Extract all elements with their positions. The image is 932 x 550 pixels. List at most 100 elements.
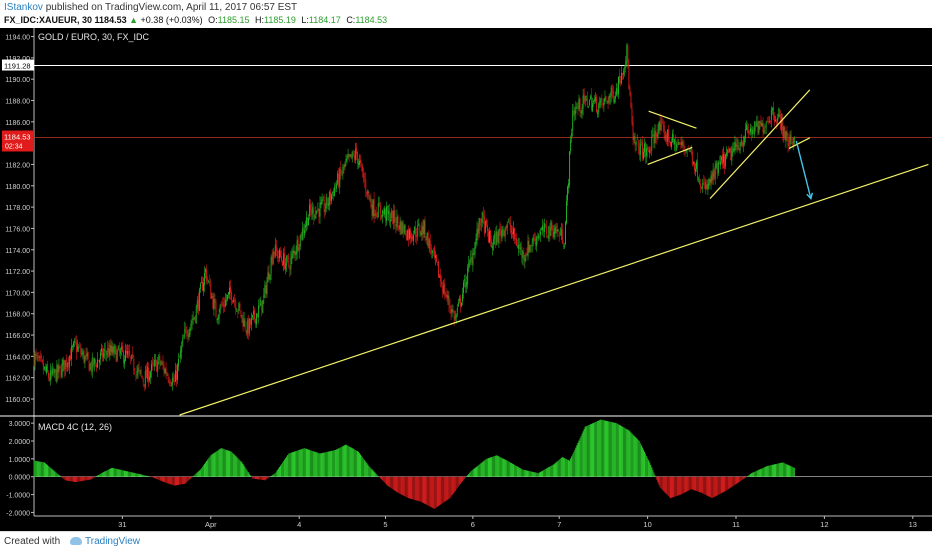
tradingview-link[interactable]: TradingView: [70, 536, 140, 547]
candle: [75, 336, 77, 345]
candle: [387, 205, 389, 220]
candle-body: [553, 231, 555, 238]
macd-bar: [655, 476, 657, 478]
candle-body: [286, 255, 288, 266]
macd-bar: [336, 449, 338, 477]
macd-bar: [425, 476, 427, 505]
candle: [752, 126, 754, 138]
candle-body: [324, 209, 326, 212]
candle: [779, 108, 781, 118]
macd-bar: [335, 449, 337, 477]
candle: [560, 223, 562, 241]
macd-bar: [129, 471, 131, 477]
candle-body: [634, 135, 636, 146]
candle-body: [676, 144, 678, 151]
candle: [335, 182, 337, 193]
chart-area[interactable]: 1194.001192.001190.001188.001186.001184.…: [0, 28, 932, 531]
candle: [590, 88, 592, 112]
macd-bar: [600, 419, 602, 477]
candle-body: [744, 128, 746, 139]
candle: [359, 154, 360, 168]
candle: [215, 298, 217, 318]
macd-bar: [62, 476, 64, 479]
candle-body: [380, 214, 382, 219]
macd-bar: [660, 476, 662, 489]
candle-body: [143, 384, 145, 386]
candle-body: [710, 175, 712, 184]
macd-bar: [750, 473, 752, 477]
candle: [410, 227, 411, 245]
candle-body: [107, 347, 109, 353]
macd-bar: [283, 461, 285, 477]
macd-bar: [727, 476, 729, 490]
macd-bar: [227, 450, 230, 477]
candle-body: [321, 199, 323, 204]
macd-bar: [715, 476, 717, 496]
candle: [189, 326, 191, 338]
candle: [628, 59, 630, 90]
candle-body: [598, 104, 600, 113]
candle-body: [69, 355, 71, 361]
candle-body: [233, 299, 235, 303]
macd-bar: [244, 467, 246, 477]
candle-body: [82, 351, 84, 356]
candle-body: [345, 159, 347, 162]
macd-y-tick-label: -2.0000: [6, 510, 30, 517]
candle-body: [35, 353, 37, 355]
macd-bar: [71, 476, 74, 482]
candle: [526, 247, 528, 256]
candle: [271, 249, 273, 267]
candle-body: [525, 254, 527, 257]
macd-bar: [276, 470, 278, 477]
candle-body: [488, 231, 489, 243]
candle: [532, 234, 534, 247]
candle-body: [104, 349, 106, 352]
candle-body: [99, 359, 100, 363]
candle-body: [470, 257, 472, 262]
low-value: 1184.17: [308, 15, 341, 25]
candle-body: [341, 174, 343, 176]
candle-body: [421, 225, 423, 235]
candle: [388, 204, 390, 221]
candle: [73, 340, 74, 350]
candle-body: [680, 142, 682, 145]
macd-bar: [706, 476, 708, 496]
candle: [665, 132, 667, 145]
macd-bar: [360, 454, 362, 477]
candle: [578, 94, 580, 111]
candle: [298, 243, 300, 259]
candle-body: [702, 183, 704, 189]
candle: [559, 227, 561, 236]
candle: [467, 264, 469, 289]
candle: [391, 208, 393, 222]
candle-body: [734, 141, 736, 151]
candle-body: [245, 331, 247, 333]
macd-bar: [529, 471, 531, 477]
candle-body: [774, 115, 775, 122]
candle: [642, 147, 644, 161]
macd-bar: [741, 476, 743, 480]
macd-bar: [782, 462, 784, 477]
candle-body: [51, 370, 53, 375]
candle-body: [793, 138, 795, 144]
candle: [705, 178, 707, 195]
candle-body: [678, 141, 680, 145]
candle: [464, 274, 466, 288]
candle: [243, 312, 245, 327]
candle: [447, 290, 449, 305]
macd-bar: [201, 466, 204, 477]
candle: [200, 276, 202, 284]
macd-bar: [657, 476, 659, 483]
candle-body: [257, 313, 259, 318]
candle-body: [416, 235, 418, 238]
author-link[interactable]: IStankov: [4, 2, 43, 13]
candle: [486, 219, 488, 237]
candle-body: [566, 201, 567, 224]
macd-bar: [75, 476, 77, 483]
candle: [496, 225, 498, 246]
macd-bar: [461, 476, 464, 482]
candle: [321, 193, 323, 205]
candle: [420, 230, 422, 237]
macd-bar: [680, 476, 682, 495]
macd-bar: [677, 476, 679, 496]
